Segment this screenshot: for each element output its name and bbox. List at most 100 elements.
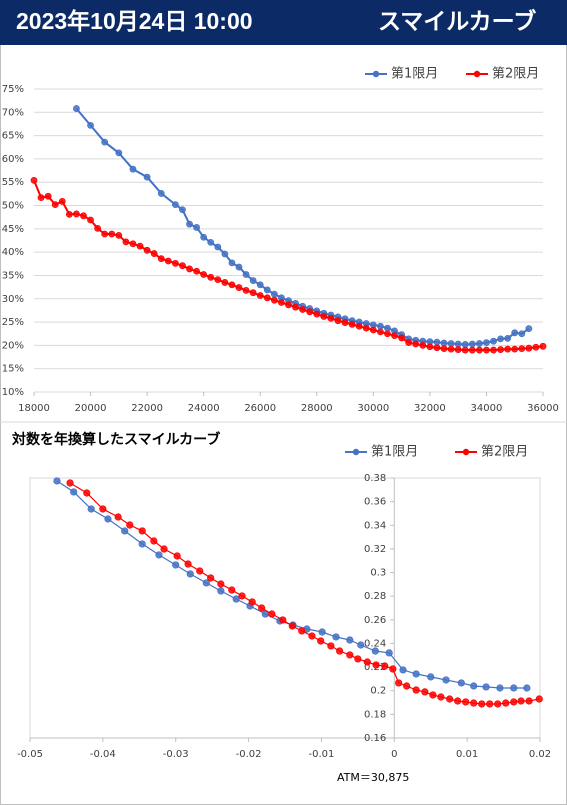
data-point	[214, 243, 222, 251]
data-point	[421, 688, 429, 696]
data-point	[468, 340, 476, 348]
data-point	[355, 322, 363, 330]
y-tick-label: 0.16	[364, 733, 386, 744]
header-date: 2023年10月24日 10:00	[16, 8, 253, 34]
data-point	[232, 595, 240, 603]
data-point	[193, 224, 200, 231]
data-point	[101, 138, 109, 146]
data-point	[313, 310, 321, 318]
y-tick-label: 0.26	[364, 615, 386, 626]
data-point	[354, 655, 362, 663]
data-point	[136, 242, 144, 250]
data-point	[437, 693, 445, 701]
chart-title: 対数を年換算したスマイルカーブ	[11, 431, 220, 448]
data-point	[115, 231, 123, 239]
data-point	[58, 197, 66, 205]
data-point	[539, 342, 547, 350]
data-point	[66, 479, 74, 487]
data-point	[221, 250, 229, 258]
data-point	[348, 321, 356, 328]
y-tick-label: 0.18	[364, 709, 386, 720]
data-point	[363, 658, 371, 666]
y-tick-label: 0.2	[370, 686, 386, 697]
data-point	[518, 330, 526, 338]
data-point	[511, 345, 519, 353]
data-point	[207, 273, 215, 281]
data-point	[518, 345, 526, 353]
x-tick-label: 34000	[471, 403, 503, 414]
data-point	[256, 281, 264, 289]
data-point	[30, 176, 38, 184]
data-point	[196, 567, 204, 575]
data-point	[504, 334, 512, 342]
y-tick-label: 20%	[2, 340, 24, 351]
data-point	[129, 240, 137, 248]
series-line	[75, 107, 530, 346]
data-point	[412, 686, 420, 694]
data-point	[429, 691, 437, 699]
data-point	[442, 676, 450, 684]
data-point	[403, 682, 411, 690]
x-tick-label: 0.02	[529, 749, 551, 760]
data-point	[51, 201, 59, 209]
x-tick-label: -0.05	[17, 749, 43, 760]
data-point	[412, 340, 420, 348]
data-point	[248, 598, 256, 606]
y-tick-label: 55%	[2, 177, 24, 188]
data-point	[70, 488, 78, 496]
data-point	[494, 700, 502, 708]
data-point	[510, 684, 518, 692]
data-point	[298, 627, 306, 635]
data-point	[389, 665, 397, 673]
data-point	[419, 341, 427, 349]
data-point	[228, 586, 236, 594]
data-point	[398, 334, 406, 342]
y-tick-label: 65%	[2, 131, 24, 142]
data-point	[440, 345, 448, 353]
data-point	[214, 276, 222, 284]
x-tick-label: 0.01	[456, 749, 478, 760]
data-point	[228, 281, 236, 289]
data-point	[263, 294, 271, 302]
data-point	[270, 296, 278, 304]
data-point	[171, 259, 179, 267]
data-point	[235, 284, 243, 291]
data-point	[327, 642, 335, 650]
data-point	[320, 313, 328, 320]
data-point	[129, 165, 137, 173]
data-point	[525, 697, 533, 705]
data-point	[427, 673, 435, 681]
data-point	[357, 641, 365, 649]
data-point	[517, 697, 525, 705]
data-point	[385, 649, 393, 657]
data-point	[523, 684, 531, 692]
data-point	[115, 149, 123, 157]
data-point	[94, 224, 102, 232]
data-point	[470, 699, 478, 707]
data-point	[405, 339, 413, 346]
data-point	[454, 346, 462, 353]
data-point	[511, 329, 519, 337]
x-tick-label: 30000	[357, 403, 389, 414]
data-point	[171, 201, 179, 209]
data-point	[457, 679, 465, 687]
data-point	[346, 636, 354, 644]
data-point	[327, 314, 335, 322]
data-point	[391, 332, 398, 339]
x-tick-label: -0.01	[308, 749, 334, 760]
data-point	[440, 339, 448, 347]
data-point	[470, 682, 478, 690]
data-point	[497, 346, 504, 353]
data-point	[525, 325, 533, 333]
y-tick-label: 70%	[2, 107, 24, 118]
data-point	[242, 286, 250, 294]
x-tick-label: 0	[391, 749, 397, 760]
data-point	[101, 230, 109, 238]
y-tick-label: 30%	[2, 294, 24, 305]
data-point	[334, 317, 342, 325]
data-point	[83, 489, 91, 497]
data-point	[53, 477, 61, 485]
data-point	[80, 212, 87, 220]
y-tick-label: 15%	[2, 364, 24, 375]
data-point	[292, 303, 299, 311]
